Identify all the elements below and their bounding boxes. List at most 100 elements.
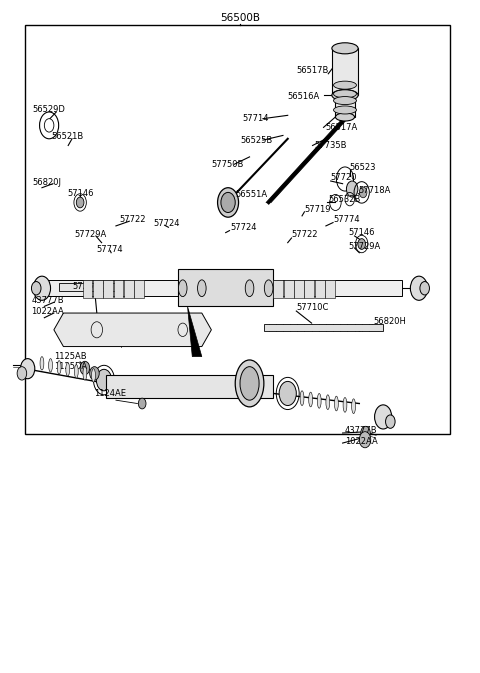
Ellipse shape bbox=[332, 90, 358, 101]
Circle shape bbox=[410, 276, 428, 300]
Circle shape bbox=[279, 382, 296, 406]
FancyBboxPatch shape bbox=[315, 279, 324, 297]
Circle shape bbox=[32, 281, 41, 295]
Circle shape bbox=[76, 197, 84, 208]
FancyBboxPatch shape bbox=[134, 279, 144, 297]
Text: 57710C: 57710C bbox=[296, 303, 329, 312]
Circle shape bbox=[90, 367, 99, 380]
Text: 56521B: 56521B bbox=[51, 133, 84, 141]
Circle shape bbox=[17, 367, 27, 380]
Circle shape bbox=[80, 361, 90, 375]
Ellipse shape bbox=[235, 360, 264, 407]
Text: 57260C: 57260C bbox=[72, 282, 104, 291]
FancyBboxPatch shape bbox=[83, 279, 92, 297]
Text: 56529D: 56529D bbox=[33, 106, 65, 114]
FancyBboxPatch shape bbox=[304, 279, 314, 297]
Text: 57724: 57724 bbox=[230, 223, 257, 232]
Ellipse shape bbox=[332, 43, 358, 54]
Text: 57722: 57722 bbox=[120, 215, 146, 223]
FancyBboxPatch shape bbox=[25, 25, 450, 433]
Ellipse shape bbox=[179, 280, 187, 297]
Text: 56820H: 56820H bbox=[373, 317, 407, 326]
FancyBboxPatch shape bbox=[114, 279, 123, 297]
Polygon shape bbox=[188, 306, 202, 357]
FancyBboxPatch shape bbox=[264, 324, 383, 331]
Ellipse shape bbox=[300, 391, 304, 406]
Text: 57722: 57722 bbox=[291, 230, 318, 239]
Ellipse shape bbox=[317, 394, 321, 409]
Ellipse shape bbox=[198, 280, 206, 297]
Circle shape bbox=[347, 181, 358, 197]
Circle shape bbox=[360, 187, 367, 198]
Circle shape bbox=[34, 276, 50, 300]
Text: 57750B: 57750B bbox=[211, 160, 244, 169]
Ellipse shape bbox=[335, 396, 338, 411]
Text: 57146: 57146 bbox=[67, 189, 94, 199]
Text: 57718A: 57718A bbox=[359, 186, 391, 195]
Ellipse shape bbox=[343, 398, 347, 413]
Text: 57724: 57724 bbox=[153, 219, 180, 228]
Text: 57729A: 57729A bbox=[74, 230, 106, 239]
Text: 56820J: 56820J bbox=[33, 178, 61, 187]
Text: 57774: 57774 bbox=[96, 245, 122, 254]
Text: 1022AA: 1022AA bbox=[345, 437, 378, 446]
Ellipse shape bbox=[40, 357, 44, 370]
Ellipse shape bbox=[83, 367, 87, 380]
Text: 57719: 57719 bbox=[304, 205, 331, 213]
Circle shape bbox=[385, 415, 395, 428]
Ellipse shape bbox=[336, 90, 355, 98]
Text: 56523: 56523 bbox=[350, 163, 376, 172]
Circle shape bbox=[44, 118, 54, 132]
Circle shape bbox=[96, 369, 112, 391]
Text: 56516A: 56516A bbox=[288, 92, 320, 101]
Text: 56525B: 56525B bbox=[240, 136, 272, 145]
Text: 57729A: 57729A bbox=[349, 242, 381, 250]
Text: 56551A: 56551A bbox=[235, 190, 267, 199]
Circle shape bbox=[358, 239, 365, 250]
FancyBboxPatch shape bbox=[124, 279, 134, 297]
Polygon shape bbox=[54, 313, 211, 347]
Circle shape bbox=[138, 398, 146, 409]
Text: 56500B: 56500B bbox=[220, 13, 260, 23]
Ellipse shape bbox=[264, 280, 273, 297]
Circle shape bbox=[361, 426, 370, 439]
Text: 1022AA: 1022AA bbox=[32, 307, 64, 316]
Ellipse shape bbox=[352, 399, 356, 414]
Ellipse shape bbox=[66, 363, 70, 376]
Text: 56532B: 56532B bbox=[328, 194, 360, 204]
Circle shape bbox=[374, 405, 392, 429]
Text: 57720: 57720 bbox=[331, 173, 357, 182]
Text: 57774: 57774 bbox=[333, 215, 360, 223]
Ellipse shape bbox=[92, 369, 96, 382]
FancyBboxPatch shape bbox=[332, 48, 358, 95]
FancyBboxPatch shape bbox=[294, 279, 304, 297]
Circle shape bbox=[221, 192, 235, 213]
Ellipse shape bbox=[326, 395, 330, 410]
Text: 56517B: 56517B bbox=[296, 66, 329, 75]
FancyBboxPatch shape bbox=[274, 279, 283, 297]
Ellipse shape bbox=[48, 359, 52, 372]
Ellipse shape bbox=[74, 365, 78, 378]
FancyBboxPatch shape bbox=[103, 279, 113, 297]
Ellipse shape bbox=[240, 367, 259, 400]
Text: 1125DA: 1125DA bbox=[54, 362, 87, 371]
Ellipse shape bbox=[336, 113, 355, 121]
Ellipse shape bbox=[245, 280, 254, 297]
Circle shape bbox=[360, 431, 371, 448]
Circle shape bbox=[21, 359, 35, 379]
Circle shape bbox=[217, 188, 239, 217]
Ellipse shape bbox=[334, 90, 357, 98]
Text: 43777B: 43777B bbox=[345, 426, 378, 435]
FancyBboxPatch shape bbox=[178, 269, 274, 306]
Text: 56517A: 56517A bbox=[325, 123, 357, 132]
Text: 57146: 57146 bbox=[349, 228, 375, 237]
FancyBboxPatch shape bbox=[336, 94, 355, 117]
Ellipse shape bbox=[334, 96, 357, 104]
Ellipse shape bbox=[309, 392, 312, 407]
FancyBboxPatch shape bbox=[44, 279, 402, 296]
FancyBboxPatch shape bbox=[325, 279, 335, 297]
FancyBboxPatch shape bbox=[59, 283, 116, 291]
FancyBboxPatch shape bbox=[93, 279, 103, 297]
Ellipse shape bbox=[334, 106, 357, 114]
Circle shape bbox=[420, 281, 430, 295]
